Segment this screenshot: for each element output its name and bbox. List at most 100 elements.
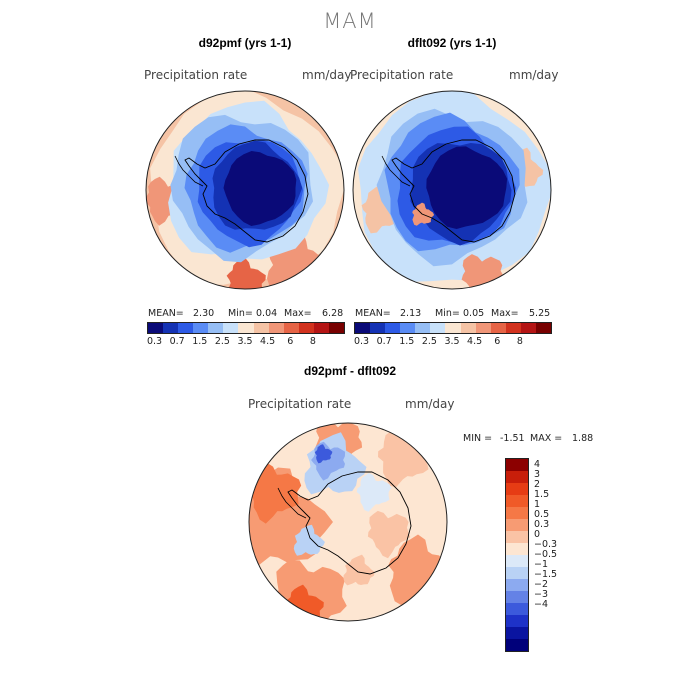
map-2-boundary bbox=[352, 90, 552, 290]
map-panel-3 bbox=[248, 422, 448, 622]
colorbar-2-swatch-5 bbox=[430, 323, 446, 333]
colorbar-2-tick-0: 0.3 bbox=[353, 336, 370, 347]
panel-1-units: mm/day bbox=[302, 68, 352, 82]
map-3-antarctica-coastline-peninsula bbox=[277, 487, 307, 519]
colorbar-1-swatch-6 bbox=[238, 323, 254, 333]
colorbar-1-swatch-3 bbox=[193, 323, 209, 333]
panel-3-min: -1.51 bbox=[500, 433, 525, 444]
panel-1-min: 0.04 bbox=[256, 308, 278, 319]
map-3-boundary bbox=[248, 422, 448, 622]
panel-2-max: 5.25 bbox=[529, 308, 551, 319]
panel-1-mean: 2.30 bbox=[193, 308, 215, 319]
colorbar-1-tick-4: 3.5 bbox=[237, 336, 253, 347]
colorbar-3-swatch-10 bbox=[506, 579, 528, 591]
colorbar-1-swatch-2 bbox=[178, 323, 194, 333]
colorbar-3-tick-12: −2 bbox=[534, 579, 549, 590]
colorbar-1-swatch-11 bbox=[313, 323, 329, 333]
colorbar-2-tick-3: 2.5 bbox=[421, 336, 437, 347]
map-2-antarctica-coastline-peninsula bbox=[381, 155, 411, 187]
colorbar-3-swatch-14 bbox=[506, 627, 528, 639]
colorbar-2-swatch-0 bbox=[355, 323, 371, 333]
colorbar-3-tick-4: 1 bbox=[534, 499, 541, 510]
map-1-field-4 bbox=[226, 257, 266, 289]
colorbar-2-ticks: 0.3 0.7 1.5 2.5 3.5 4.5 6 8 bbox=[354, 336, 550, 348]
colorbar-3-tick-1: 3 bbox=[534, 469, 541, 480]
colorbar-3-swatch-4 bbox=[506, 507, 528, 519]
panel-3-variable: Precipitation rate bbox=[248, 397, 352, 411]
panel-2-title: dflt092 (yrs 1-1) bbox=[407, 36, 497, 50]
colorbar-1-tick-6: 6 bbox=[287, 336, 294, 347]
colorbar-panel-1 bbox=[147, 322, 345, 334]
colorbar-3-swatch-12 bbox=[506, 603, 528, 615]
colorbar-1-swatch-4 bbox=[208, 323, 224, 333]
colorbar-2-tick-4: 3.5 bbox=[444, 336, 460, 347]
colorbar-1-swatch-5 bbox=[223, 323, 239, 333]
colorbar-panel-2 bbox=[354, 322, 552, 334]
map-1-field-10 bbox=[223, 151, 297, 226]
figure-title: MAM bbox=[323, 9, 377, 33]
map-1-antarctica-coastline-peninsula bbox=[174, 155, 204, 187]
colorbar-1-swatch-8 bbox=[268, 323, 284, 333]
panel-1-variable: Precipitation rate bbox=[144, 68, 248, 82]
colorbar-3-tick-2: 2 bbox=[534, 479, 541, 490]
panel-1-min-label: Min= bbox=[228, 308, 253, 319]
colorbar-3-swatch-1 bbox=[506, 471, 528, 483]
colorbar-3-tick-5: 0.5 bbox=[534, 509, 550, 520]
colorbar-1-ticks: 0.3 0.7 1.5 2.5 3.5 4.5 6 8 bbox=[147, 336, 343, 348]
colorbar-2-swatch-6 bbox=[445, 323, 461, 333]
colorbar-2-swatch-2 bbox=[385, 323, 401, 333]
panel-2-max-label: Max= bbox=[491, 308, 519, 319]
panel-2-variable: Precipitation rate bbox=[350, 68, 454, 82]
colorbar-2-swatch-4 bbox=[415, 323, 431, 333]
panel-3-min-label: MIN = bbox=[463, 433, 493, 444]
panel-3-units: mm/day bbox=[405, 397, 455, 411]
colorbar-3-swatch-6 bbox=[506, 531, 528, 543]
colorbar-3-tick-3: 1.5 bbox=[534, 489, 550, 500]
colorbar-2-tick-7: 8 bbox=[516, 336, 523, 347]
map-1-boundary bbox=[145, 90, 345, 290]
colorbar-2-swatch-8 bbox=[475, 323, 491, 333]
colorbar-1-tick-1: 0.7 bbox=[169, 336, 185, 347]
panel-2-mean-label: MEAN= bbox=[355, 308, 391, 319]
colorbar-2-tick-1: 0.7 bbox=[376, 336, 392, 347]
colorbar-3-ticks: 4 3 2 1.5 1 0.5 0.3 0 −0.3 −0.5 −1 −1.5 −2 −3 −4 bbox=[534, 458, 574, 658]
colorbar-1-swatch-1 bbox=[163, 323, 179, 333]
colorbar-2-tick-2: 1.5 bbox=[399, 336, 415, 347]
colorbar-1-tick-0: 0.3 bbox=[146, 336, 163, 347]
map-3-antarctica-coastline bbox=[287, 471, 412, 575]
colorbar-3-tick-8: −0.3 bbox=[534, 539, 558, 550]
colorbar-1-swatch-7 bbox=[253, 323, 269, 333]
map-1-antarctica-coastline bbox=[184, 139, 309, 243]
panel-3-title: d92pmf - dflt092 bbox=[303, 364, 396, 378]
colorbar-2-swatch-10 bbox=[505, 323, 521, 333]
colorbar-1-swatch-12 bbox=[328, 323, 345, 333]
colorbar-3-tick-0: 4 bbox=[534, 459, 541, 470]
colorbar-1-tick-2: 1.5 bbox=[192, 336, 208, 347]
map-3-field-14 bbox=[343, 554, 375, 586]
map-3-field-11 bbox=[367, 510, 411, 559]
colorbar-3-swatch-7 bbox=[506, 543, 528, 555]
colorbar-1-tick-5: 4.5 bbox=[260, 336, 276, 347]
colorbar-3-swatch-9 bbox=[506, 567, 528, 579]
colorbar-3-swatch-13 bbox=[506, 615, 528, 627]
colorbar-3-tick-9: −0.5 bbox=[534, 549, 558, 560]
colorbar-2-swatch-7 bbox=[460, 323, 476, 333]
map-2-antarctica-coastline bbox=[391, 139, 516, 243]
map-3-field-10 bbox=[314, 444, 333, 464]
panel-3-max: 1.88 bbox=[572, 433, 594, 444]
colorbar-3-tick-14: −4 bbox=[534, 599, 549, 610]
colorbar-2-swatch-1 bbox=[370, 323, 386, 333]
panel-2-min: 0.05 bbox=[463, 308, 485, 319]
panel-2-units: mm/day bbox=[509, 68, 559, 82]
map-3-field-2 bbox=[249, 462, 302, 524]
colorbar-3-swatch-2 bbox=[506, 483, 528, 495]
colorbar-3-tick-11: −1.5 bbox=[534, 569, 558, 580]
colorbar-2-tick-5: 4.5 bbox=[467, 336, 483, 347]
colorbar-1-swatch-9 bbox=[283, 323, 299, 333]
colorbar-1-tick-3: 2.5 bbox=[214, 336, 230, 347]
colorbar-3-swatch-5 bbox=[506, 519, 528, 531]
colorbar-3-swatch-11 bbox=[506, 591, 528, 603]
colorbar-3-swatch-3 bbox=[506, 495, 528, 507]
colorbar-3-tick-13: −3 bbox=[534, 589, 549, 600]
map-panel-2 bbox=[352, 90, 552, 290]
